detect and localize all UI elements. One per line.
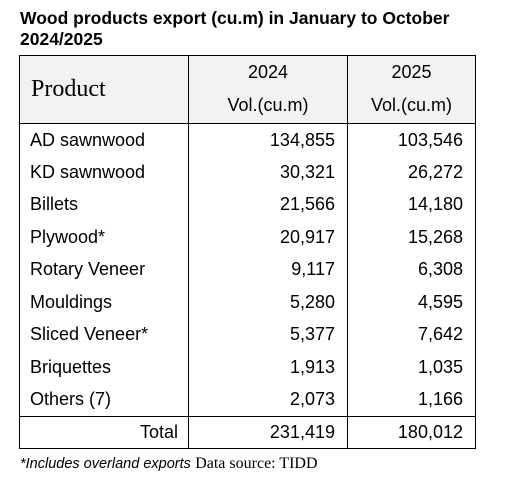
export-table: Product 2024 2025 Vol.(cu.m) Vol.(cu.m) … (19, 55, 476, 449)
table-footer: Total 231,419 180,012 (19, 415, 476, 449)
table-row: Plywood* 20,917 15,268 (19, 221, 476, 254)
product-cell: Billets (19, 188, 189, 221)
header-unit-2024: Vol.(cu.m) (188, 88, 348, 124)
total-row: Total 231,419 180,012 (19, 415, 476, 449)
header-product: Product (19, 55, 189, 124)
volume-2025-cell: 1,035 (347, 351, 476, 384)
header-unit-2025: Vol.(cu.m) (347, 88, 476, 124)
table-row: Sliced Veneer* 5,377 7,642 (19, 318, 476, 351)
table-row: KD sawnwood 30,321 26,272 (19, 156, 476, 189)
volume-2025-cell: 26,272 (347, 156, 476, 189)
volume-2024-cell: 134,855 (188, 123, 348, 156)
volume-2025-cell: 7,642 (347, 318, 476, 351)
product-cell: Rotary Veneer (19, 253, 189, 286)
volume-2025-cell: 6,308 (347, 253, 476, 286)
table-title: Wood products export (cu.m) in January t… (20, 8, 450, 49)
table-body: AD sawnwood 134,855 103,546 KD sawnwood … (19, 123, 476, 417)
product-cell: Briquettes (19, 351, 189, 384)
table-header: Product 2024 2025 Vol.(cu.m) Vol.(cu.m) (19, 55, 476, 124)
volume-2025-cell: 1,166 (347, 383, 476, 417)
volume-2025-cell: 4,595 (347, 286, 476, 319)
table-row: Rotary Veneer 9,117 6,308 (19, 253, 476, 286)
table-row: Billets 21,566 14,180 (19, 188, 476, 221)
volume-2024-cell: 30,321 (188, 156, 348, 189)
product-cell: KD sawnwood (19, 156, 189, 189)
volume-2024-cell: 21,566 (188, 188, 348, 221)
data-source: Data source: TIDD (195, 455, 318, 472)
total-2025-cell: 180,012 (347, 415, 476, 449)
volume-2025-cell: 14,180 (347, 188, 476, 221)
header-year-2025: 2025 (347, 55, 476, 89)
volume-2024-cell: 1,913 (188, 351, 348, 384)
table-row: Others (7) 2,073 1,166 (19, 383, 476, 417)
volume-2024-cell: 5,377 (188, 318, 348, 351)
header-row-years: Product 2024 2025 (19, 55, 476, 124)
footnote: *Includes overland exports Data source: … (20, 455, 318, 473)
volume-2025-cell: 103,546 (347, 123, 476, 156)
product-cell: Others (7) (19, 383, 189, 417)
table-row: Mouldings 5,280 4,595 (19, 286, 476, 319)
volume-2024-cell: 20,917 (188, 221, 348, 254)
volume-2025-cell: 15,268 (347, 221, 476, 254)
table-row: Briquettes 1,913 1,035 (19, 351, 476, 384)
product-cell: AD sawnwood (19, 123, 189, 156)
header-row-units: Vol.(cu.m) Vol.(cu.m) (20, 88, 476, 124)
header-year-2024: 2024 (188, 55, 348, 89)
total-2024-cell: 231,419 (188, 415, 348, 449)
volume-2024-cell: 9,117 (188, 253, 348, 286)
product-cell: Sliced Veneer* (19, 318, 189, 351)
table-row: AD sawnwood 134,855 103,546 (19, 123, 476, 156)
volume-2024-cell: 2,073 (188, 383, 348, 417)
product-cell: Mouldings (19, 286, 189, 319)
product-cell: Plywood* (19, 221, 189, 254)
total-label: Total (19, 415, 189, 449)
footnote-note: *Includes overland exports (20, 456, 191, 472)
volume-2024-cell: 5,280 (188, 286, 348, 319)
